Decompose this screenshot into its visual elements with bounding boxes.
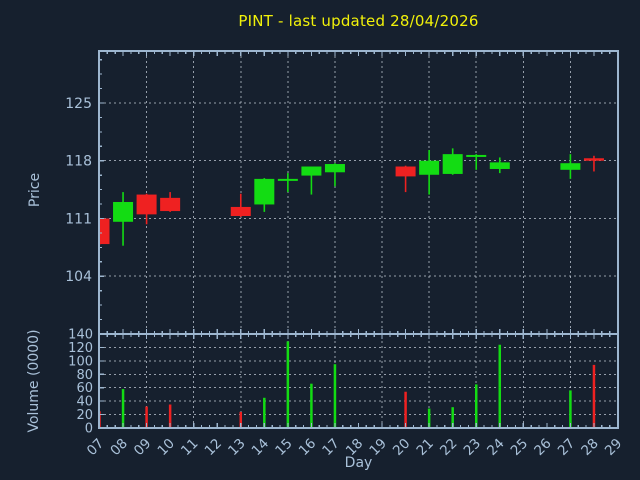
- candle-body: [160, 197, 181, 212]
- volume-bar: [286, 341, 290, 428]
- price-tick-label: 118: [65, 154, 92, 170]
- candles-group: [99, 148, 604, 246]
- candle-body: [277, 178, 298, 181]
- candle-body: [254, 178, 275, 205]
- volume-bar: [451, 407, 454, 428]
- volume-bar: [168, 404, 172, 428]
- volume-bar: [121, 389, 125, 428]
- volume-bar: [145, 406, 148, 428]
- candle-body: [560, 163, 581, 170]
- price-tick-label: 125: [65, 96, 92, 112]
- volume-bar: [569, 390, 572, 428]
- candle-body: [301, 166, 322, 176]
- candle-body: [395, 166, 416, 177]
- volume-bar: [310, 383, 313, 428]
- price-axis-label: Price: [27, 172, 43, 208]
- volume-bar: [404, 391, 407, 428]
- volume-bar: [474, 384, 478, 428]
- volume-tick-label: 100: [68, 354, 93, 369]
- candle-body: [324, 164, 345, 173]
- volume-tick-label: 60: [76, 381, 93, 396]
- volume-bar: [263, 397, 266, 428]
- candle-body: [419, 160, 440, 175]
- candle-body: [583, 158, 604, 161]
- volume-bar: [427, 408, 431, 428]
- volume-tick-label: 120: [68, 341, 93, 356]
- candle-body: [136, 194, 157, 215]
- volume-bar: [498, 344, 502, 428]
- volume-bar: [239, 411, 243, 428]
- candle-body: [466, 154, 487, 157]
- volume-tick-label: 140: [68, 328, 93, 343]
- volume-axis-label: Volume (0000): [26, 329, 42, 433]
- price-tick-label: 111: [65, 211, 92, 227]
- x-axis-label: Day: [344, 455, 373, 471]
- candle-body: [489, 162, 510, 169]
- chart-title: PINT - last updated 28/04/2026: [238, 12, 479, 30]
- candle-body: [442, 154, 463, 174]
- candle-body: [113, 201, 134, 222]
- volume-tick-label: 0: [85, 422, 93, 437]
- volume-bar: [592, 364, 596, 428]
- candle-body: [99, 218, 110, 245]
- price-tick-label: 104: [65, 269, 92, 285]
- volume-bar: [333, 364, 337, 428]
- volume-tick-label: 80: [76, 368, 93, 383]
- volume-bar: [99, 411, 101, 428]
- volume-panel-frame: [98, 333, 619, 429]
- candle-body: [230, 206, 251, 217]
- price-panel-frame: [98, 50, 619, 335]
- volume-tick-label: 40: [76, 395, 93, 410]
- volume-tick-label: 20: [76, 408, 93, 423]
- volume-bars-group: [99, 341, 596, 428]
